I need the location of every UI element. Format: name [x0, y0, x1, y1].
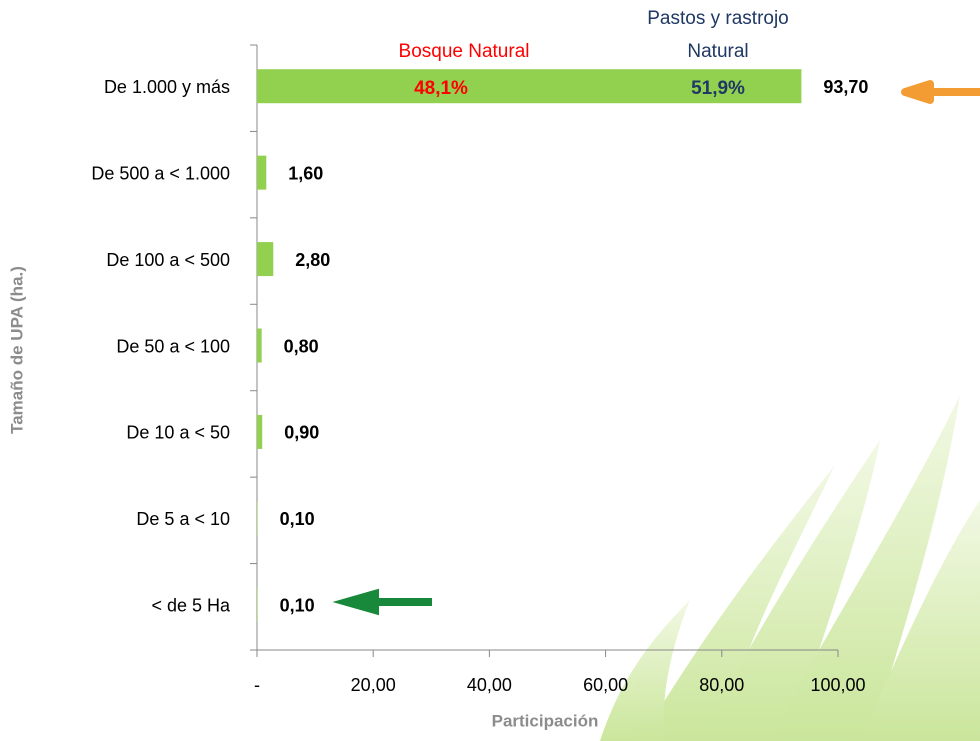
y-tick-label: De 10 a < 50	[126, 423, 230, 443]
x-tick-label: -	[254, 675, 260, 695]
bar	[257, 587, 258, 622]
value-label: 0,90	[284, 423, 319, 443]
y-tick-label: De 50 a < 100	[116, 336, 230, 356]
grass-background	[600, 395, 980, 741]
orange-arrow	[901, 80, 980, 104]
y-tick-label: < de 5 Ha	[151, 596, 231, 616]
x-tick-label: 80,00	[699, 675, 744, 695]
bar	[257, 69, 802, 104]
x-tick-label: 40,00	[467, 675, 512, 695]
value-label: 2,80	[295, 250, 330, 270]
y-tick-label: De 100 a < 500	[106, 250, 230, 270]
x-tick-label: 20,00	[351, 675, 396, 695]
bar	[257, 501, 258, 536]
x-axis-title: Participación	[492, 711, 599, 730]
annotation: Bosque Natural	[399, 41, 530, 62]
value-label: 1,60	[288, 163, 323, 183]
bar	[257, 414, 263, 449]
value-label: 0,80	[284, 336, 319, 356]
annotation: Pastos y rastrojo	[647, 8, 789, 29]
bar	[257, 155, 267, 190]
y-tick-label: De 1.000 y más	[104, 77, 230, 97]
bar	[257, 328, 262, 363]
x-tick-label: 60,00	[583, 675, 628, 695]
green-arrow	[332, 588, 432, 616]
bar	[257, 242, 274, 277]
y-tick-label: De 500 a < 1.000	[91, 163, 230, 183]
value-label: 0,10	[280, 596, 315, 616]
annotation: 51,9%	[691, 78, 745, 99]
value-label: 0,10	[280, 509, 315, 529]
y-axis-title: Tamaño de UPA (ha.)	[7, 266, 26, 434]
annotation: Natural	[687, 41, 748, 62]
x-tick-label: 100,00	[810, 675, 865, 695]
value-label: 93,70	[823, 77, 868, 97]
y-tick-label: De 5 a < 10	[136, 509, 230, 529]
annotation: 48,1%	[414, 78, 468, 99]
